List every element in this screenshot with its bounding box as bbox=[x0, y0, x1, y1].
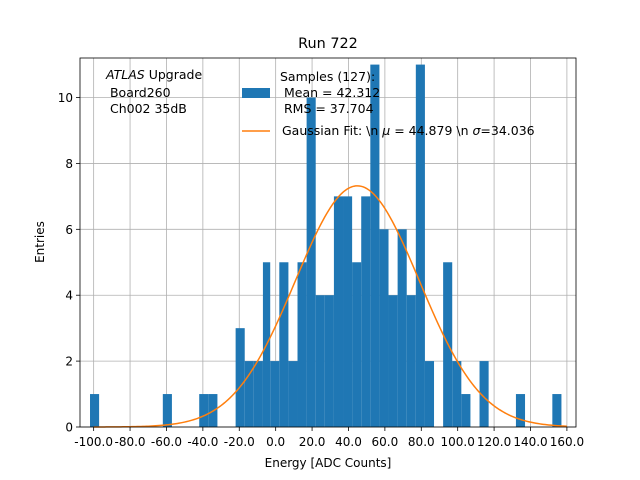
histogram-bar-13 bbox=[315, 295, 325, 427]
histogram-bar-2 bbox=[199, 394, 209, 427]
x-tick-label-4: -20.0 bbox=[224, 435, 255, 449]
x-tick-label-10: 100.0 bbox=[441, 435, 475, 449]
histogram-bar-12 bbox=[306, 97, 316, 428]
legend-fit-prefix: Gaussian Fit: \n bbox=[282, 123, 382, 138]
histogram-bar-27 bbox=[452, 361, 462, 427]
y-tick-label-1: 2 bbox=[65, 355, 73, 369]
y-tick-label-5: 10 bbox=[58, 91, 73, 105]
histogram-bar-19 bbox=[370, 64, 380, 427]
histogram-bar-18 bbox=[361, 196, 371, 427]
x-tick-label-8: 60.0 bbox=[372, 435, 399, 449]
histogram-bar-28 bbox=[461, 394, 471, 427]
y-tick-label-3: 6 bbox=[65, 223, 73, 237]
histogram-bar-10 bbox=[288, 361, 298, 427]
histogram-bars bbox=[90, 64, 562, 428]
histogram-bar-30 bbox=[515, 394, 526, 427]
histogram-bar-16 bbox=[343, 196, 353, 427]
x-tick-label-1: -80.0 bbox=[115, 435, 146, 449]
x-tick-label-7: 40.0 bbox=[335, 435, 362, 449]
histogram-bar-23 bbox=[406, 295, 416, 427]
histogram-bar-9 bbox=[279, 262, 289, 427]
y-axis-label: Entries bbox=[33, 221, 47, 263]
histogram-bar-11 bbox=[297, 262, 307, 427]
annotation-upgrade-word: Upgrade bbox=[145, 67, 203, 82]
x-tick-label-5: 0.0 bbox=[266, 435, 285, 449]
legend: Samples (127): Mean = 42.312 RMS = 37.70… bbox=[242, 69, 535, 138]
histogram-bar-24 bbox=[415, 64, 425, 427]
legend-fit-label: Gaussian Fit: \n μ = 44.879 \n σ=34.036 bbox=[282, 123, 535, 138]
x-tick-label-0: -100.0 bbox=[74, 435, 113, 449]
histogram-bar-5 bbox=[244, 361, 254, 427]
histogram-bar-25 bbox=[424, 361, 435, 427]
legend-histogram-swatch bbox=[242, 88, 270, 98]
axes-frame bbox=[79, 57, 577, 428]
histogram-bar-20 bbox=[379, 229, 389, 427]
legend-fit-mid: = 44.879 \n bbox=[390, 123, 472, 138]
histogram-bar-15 bbox=[333, 196, 344, 427]
histogram-bar-14 bbox=[324, 295, 334, 427]
x-tick-label-11: 120.0 bbox=[477, 435, 511, 449]
legend-histogram-line-3: RMS = 37.704 bbox=[280, 101, 374, 116]
histogram-bar-8 bbox=[270, 361, 280, 427]
histogram-bar-21 bbox=[388, 295, 398, 427]
x-axis-label: Energy [ADC Counts] bbox=[265, 456, 392, 470]
y-axis-ticks: 0 2 4 6 8 10 bbox=[58, 91, 80, 435]
atlas-annotation: ATLAS Upgrade Board260 Ch002 35dB bbox=[105, 67, 202, 116]
legend-histogram-line-2: Mean = 42.312 bbox=[280, 85, 380, 100]
legend-histogram-line-1: Samples (127): bbox=[280, 69, 375, 84]
y-tick-label-2: 4 bbox=[65, 289, 73, 303]
x-tick-label-13: 160.0 bbox=[550, 435, 584, 449]
y-tick-label-0: 0 bbox=[65, 421, 73, 435]
chart-title: Run 722 bbox=[298, 36, 358, 52]
histogram-bar-0 bbox=[90, 394, 100, 427]
histogram-bar-22 bbox=[397, 229, 407, 427]
annotation-line-2: Board260 bbox=[106, 85, 171, 100]
histogram-bar-4 bbox=[235, 328, 245, 427]
gaussian-fit-curve bbox=[93, 185, 567, 428]
histogram-bar-1 bbox=[162, 394, 172, 427]
annotation-line-1: ATLAS Upgrade bbox=[105, 67, 202, 82]
x-axis-ticks: -100.0 -80.0 -60.0 -40.0 -20.0 0.0 20.0 40.0 60.… bbox=[74, 427, 584, 449]
y-tick-label-4: 8 bbox=[65, 157, 73, 171]
histogram-bar-29 bbox=[479, 361, 489, 427]
histogram-bar-31 bbox=[552, 394, 562, 427]
x-tick-label-6: 20.0 bbox=[299, 435, 326, 449]
histogram-bar-6 bbox=[253, 361, 263, 427]
histogram-bar-17 bbox=[352, 262, 362, 427]
legend-fit-mu: μ bbox=[381, 123, 390, 138]
annotation-atlas-word: ATLAS bbox=[105, 67, 145, 82]
legend-fit-sigma: σ bbox=[472, 123, 481, 138]
x-tick-label-12: 140.0 bbox=[513, 435, 547, 449]
x-tick-label-9: 80.0 bbox=[408, 435, 435, 449]
annotation-line-3: Ch002 35dB bbox=[106, 101, 187, 116]
x-tick-label-3: -40.0 bbox=[187, 435, 218, 449]
x-tick-label-2: -60.0 bbox=[151, 435, 182, 449]
legend-fit-suffix: =34.036 bbox=[480, 123, 534, 138]
